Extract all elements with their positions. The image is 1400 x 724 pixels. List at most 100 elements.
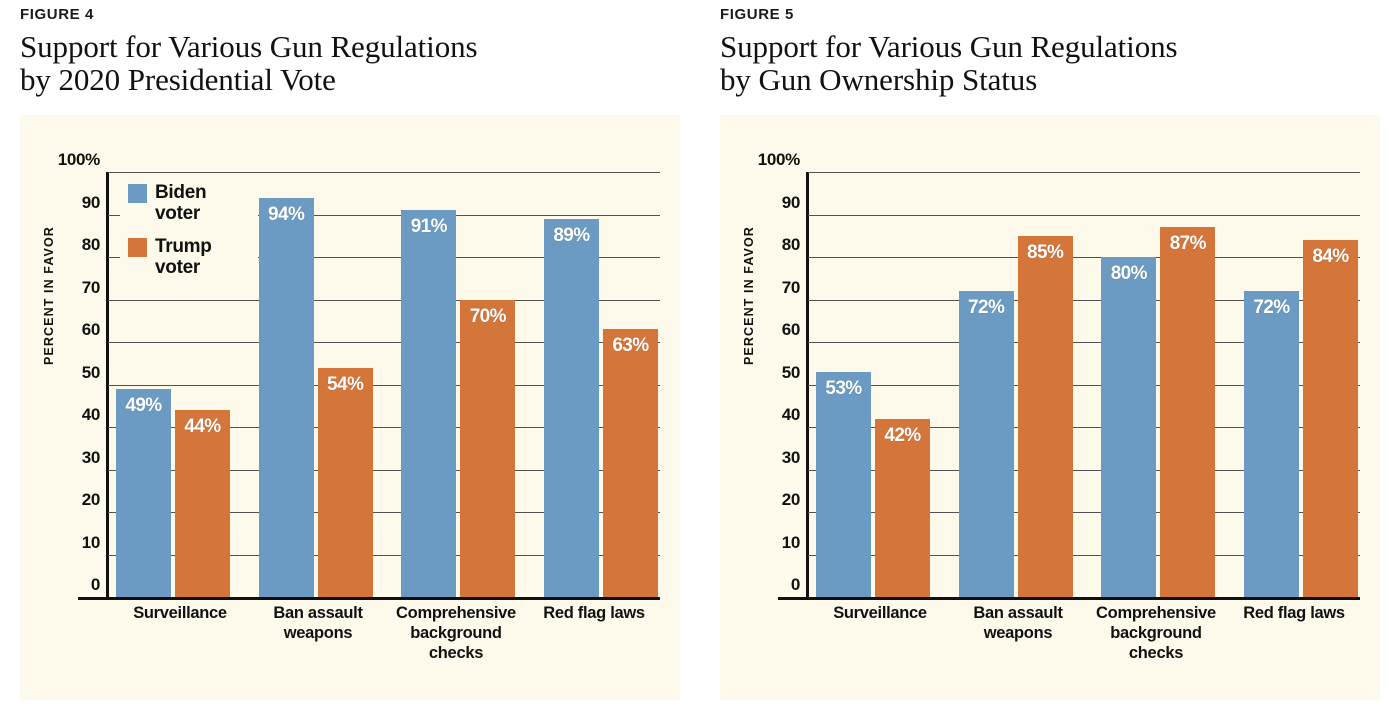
- figure-5-block: FIGURE 5 Support for Various Gun Regulat…: [700, 0, 1400, 724]
- y-axis-tick-label: 80: [781, 235, 801, 254]
- y-axis-tick-label: 0: [790, 575, 800, 594]
- bar-fill: [958, 291, 1014, 597]
- gridline: [808, 214, 1360, 216]
- figure-5-chart-panel: PERCENT IN FAVOR 100% 90 80 70 60 50 40 30 20 10 0…: [720, 115, 1380, 700]
- bar-fill: [175, 410, 230, 597]
- y-axis-tick-label: 60: [81, 320, 101, 339]
- y-axis-tick-label: 100%: [57, 150, 101, 169]
- figure-4-chart-panel: PERCENT IN FAVOR 100% 90 80 70 60 50 40 30 20 10 0…: [20, 115, 680, 700]
- figure-5-y-axis-line: [806, 172, 809, 597]
- gridline: [108, 384, 660, 386]
- bar[interactable]: 44%: [175, 410, 230, 597]
- x-axis-category-label: Surveillance: [133, 604, 227, 622]
- bar[interactable]: 80%: [1101, 257, 1157, 597]
- y-axis-tick-label: 70: [781, 277, 801, 297]
- bar-fill: [460, 299, 516, 597]
- figure-4-block: FIGURE 4 Support for Various Gun Regulat…: [20, 6, 680, 700]
- legend-item-label: Trump voter: [155, 236, 212, 278]
- bar-value-label: 85%: [1027, 241, 1064, 263]
- y-axis-tick-label: 80: [81, 235, 101, 254]
- bar-value-label: 72%: [1253, 297, 1290, 318]
- x-axis-category-label: Ban assault weapons: [273, 604, 363, 642]
- gridline: [108, 342, 660, 343]
- figure-4-y-axis-line: [106, 172, 109, 597]
- bar-value-label: 42%: [884, 424, 921, 446]
- legend-item[interactable]: Biden voter: [128, 182, 212, 224]
- bar[interactable]: 42%: [875, 418, 930, 597]
- bar-value-label: 94%: [268, 203, 305, 225]
- bar-group: 94% 54%: [257, 172, 375, 597]
- x-axis-category-label: Red flag laws: [1243, 604, 1345, 622]
- x-axis-category-label: Red flag laws: [543, 604, 645, 622]
- bar[interactable]: 49%: [116, 388, 171, 597]
- gridline: [108, 257, 660, 258]
- y-axis-tick-label: 20: [81, 490, 101, 509]
- bar-value-label: 80%: [1110, 263, 1148, 284]
- bar-fill: [1101, 257, 1157, 597]
- bar-fill: [543, 218, 599, 597]
- y-axis-tick-label: 20: [781, 490, 801, 509]
- figure-4-kicker: FIGURE 4: [20, 6, 94, 23]
- gridline: [108, 214, 660, 216]
- gridline: [108, 554, 660, 556]
- bar-fill: [401, 210, 457, 597]
- bar-group: 72% 85%: [957, 172, 1075, 597]
- figure-4-title: Support for Various Gun Regulations by 2…: [20, 30, 680, 96]
- bar[interactable]: 94%: [258, 197, 314, 597]
- y-axis-tick-label: 90: [81, 192, 101, 212]
- figure-4-category-labels: Surveillance Ban assault weapons Comprehens…: [114, 603, 660, 663]
- bar-fill: [1017, 235, 1073, 597]
- bar-fill: [1243, 291, 1299, 597]
- figure-5-kicker: FIGURE 5: [720, 6, 794, 23]
- y-axis-tick-label: 10: [81, 532, 101, 552]
- bar[interactable]: 87%: [1160, 227, 1216, 597]
- bar-fill: [816, 371, 871, 597]
- bar-group: 91% 70%: [399, 172, 517, 597]
- gridline: [808, 384, 1360, 386]
- bar[interactable]: 72%: [958, 291, 1014, 597]
- legend-item-label: Biden voter: [155, 182, 207, 224]
- bar-groups: 49% 44% 94% 54% 91% 70% 89% 63%: [114, 172, 660, 597]
- bar-value-label: 89%: [553, 224, 590, 246]
- gridline: [108, 512, 660, 513]
- gridline: [808, 427, 1360, 428]
- bar-fill: [602, 329, 658, 597]
- gridline: [108, 469, 660, 471]
- gridline: [108, 427, 660, 428]
- bar[interactable]: 91%: [401, 210, 457, 597]
- bar[interactable]: 84%: [1302, 240, 1358, 597]
- bar[interactable]: 53%: [816, 371, 871, 597]
- bar[interactable]: 89%: [543, 218, 599, 597]
- y-axis-tick-label: 30: [781, 447, 801, 467]
- gridline: [108, 299, 660, 301]
- bar[interactable]: 72%: [1243, 291, 1299, 597]
- x-axis-baseline: [778, 597, 1360, 600]
- gridline: [808, 469, 1360, 471]
- bar[interactable]: 85%: [1017, 235, 1073, 597]
- figure-4-plot-area: 100% 90 80 70 60 50 40 30 20 10 0 49% 44% 94% 54% 91% 70…: [58, 150, 660, 600]
- bar-value-label: 54%: [327, 373, 364, 395]
- bar-fill: [116, 388, 171, 597]
- bar-group: 49% 44%: [114, 172, 232, 597]
- bar-fill: [1160, 227, 1216, 597]
- bar[interactable]: 70%: [460, 299, 516, 597]
- y-axis-tick-label: 100%: [757, 150, 801, 169]
- figure-4-legend: Biden voter Trump voter: [128, 182, 212, 290]
- legend-item[interactable]: Trump voter: [128, 236, 212, 278]
- y-axis-tick-label: 70: [81, 277, 101, 297]
- figure-5-plot-area: 100% 90 80 70 60 50 40 30 20 10 0 53% 42% 72% 85% 80% 87…: [758, 150, 1360, 600]
- y-axis-tick-label: 50: [781, 362, 801, 382]
- bar-value-label: 72%: [968, 297, 1005, 318]
- y-axis-tick-label: 10: [781, 532, 801, 552]
- bar-group: 80% 87%: [1099, 172, 1217, 597]
- bar[interactable]: 63%: [602, 329, 658, 597]
- legend-swatch-icon: [128, 238, 147, 257]
- bar[interactable]: 54%: [317, 367, 373, 597]
- bar-fill: [258, 197, 314, 597]
- gridline: [808, 299, 1360, 301]
- bar-value-label: 84%: [1312, 246, 1349, 267]
- figure-4-title-line2: by 2020 Presidential Vote: [20, 62, 336, 97]
- figure-5-title: Support for Various Gun Regulations by G…: [720, 30, 1380, 96]
- gridline: [808, 257, 1360, 258]
